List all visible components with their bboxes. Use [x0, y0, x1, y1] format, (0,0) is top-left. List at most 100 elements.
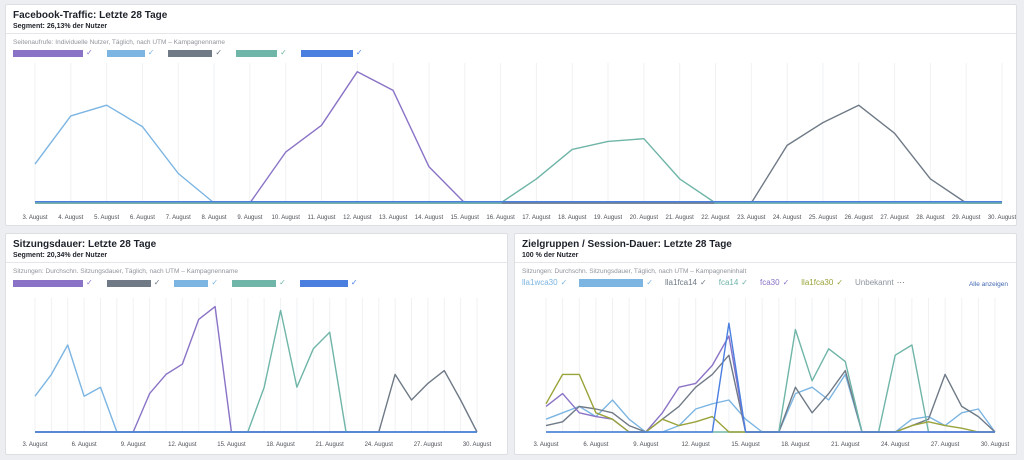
legend-item[interactable]: ✓: [579, 277, 653, 287]
x-tick-label: 18. August: [558, 215, 587, 221]
legend-swatch: [168, 49, 213, 57]
chart-grid: [34, 298, 478, 432]
panel-title: Facebook-Traffic: Letzte 28 Tage: [13, 10, 168, 21]
series-line: [35, 71, 1002, 204]
legend-item[interactable]: ✓: [13, 279, 93, 287]
series-line: [545, 335, 995, 433]
legend-item[interactable]: Unbekannt ···: [855, 278, 905, 287]
series-line: [35, 369, 478, 433]
x-tick-label: 14. August: [415, 215, 444, 221]
check-icon: ✓: [560, 277, 568, 287]
chart-subtitle: Sitzungen: Durchschn. Sitzungsdauer, Täg…: [522, 268, 747, 275]
x-tick-label: 13. August: [379, 215, 408, 221]
legend-item[interactable]: ✓: [106, 48, 155, 57]
x-tick-label: 11. August: [308, 215, 336, 221]
x-tick-label: 3. August: [533, 442, 558, 448]
legend-item[interactable]: ✓: [106, 279, 160, 287]
legend-swatch: [13, 279, 83, 287]
x-tick-label: 21. August: [315, 442, 344, 448]
check-icon: ✓: [215, 48, 223, 57]
series-line: [34, 344, 477, 433]
check-icon: ✓: [782, 277, 790, 287]
legend-item[interactable]: ✓: [174, 279, 218, 287]
legend-item[interactable]: ✓: [168, 49, 222, 57]
line-chart: 3. August 6. August 9. August 12. August 15.…: [22, 298, 492, 448]
check-icon: ✓: [350, 278, 358, 287]
x-tick-label: 12. August: [343, 215, 372, 221]
x-tick-label: 24. August: [881, 442, 910, 448]
x-tick-label: 15. August: [217, 442, 246, 448]
chart-subtitle: Sitzungen: Durchschn. Sitzungsdauer, Täg…: [13, 268, 238, 275]
x-tick-label: 6. August: [72, 442, 97, 448]
x-tick-label: 10. August: [272, 215, 301, 221]
chart-subtitle: Seitenaufrufe: Individuelle Nutzer, Tägl…: [13, 39, 225, 46]
x-tick-label: 24. August: [365, 442, 394, 448]
legend-item[interactable]: ✓: [236, 49, 287, 57]
series-line: [545, 373, 995, 433]
x-tick-label: 23. August: [737, 215, 766, 221]
legend-swatch: [300, 49, 353, 57]
legend-item[interactable]: ✓: [232, 279, 286, 287]
x-tick-label: 8. August: [202, 215, 227, 221]
check-icon: ✓: [646, 277, 653, 287]
chart-grid: [34, 63, 1003, 203]
x-tick-label: 22. August: [701, 215, 730, 221]
check-icon: ✓: [279, 278, 286, 287]
x-tick-label: 9. August: [121, 442, 146, 448]
x-tick-label: 5. August: [94, 215, 119, 221]
x-tick-label: 3. August: [22, 442, 47, 448]
legend-swatch: [174, 279, 209, 287]
legend-swatch: [106, 279, 151, 287]
x-tick-label: 9. August: [633, 442, 658, 448]
panel-title: Sitzungsdauer: Letzte 28 Tage: [13, 239, 157, 250]
panel-header: Zielgruppen / Session-Dauer: Letzte 28 T…: [515, 234, 1016, 263]
legend-swatch: [13, 49, 83, 57]
x-tick-label: 19. August: [594, 215, 623, 221]
legend-swatch: [106, 49, 145, 57]
legend-item[interactable]: ✓: [13, 49, 93, 57]
facebook-traffic-panel: Facebook-Traffic: Letzte 28 Tage Segment…: [5, 4, 1017, 226]
x-tick-label: 21. August: [831, 442, 860, 448]
legend-swatch: [579, 278, 644, 287]
legend-label: fca30: [760, 278, 780, 287]
legend-item[interactable]: fca30 ✓: [760, 278, 789, 287]
line-chart: 3. August 6. August 9. August 12. August 15.…: [533, 298, 1010, 448]
check-icon: ✓: [741, 277, 748, 287]
legend-item[interactable]: ✓: [300, 48, 363, 57]
segment-label: Segment: 26,13% der Nutzer: [13, 23, 108, 30]
check-icon: ✓: [147, 48, 155, 57]
x-tick-label: 7. August: [166, 215, 191, 221]
x-tick-label: 20. August: [630, 215, 659, 221]
series-line: [546, 322, 995, 433]
legend-label: lla1wca30: [522, 278, 558, 287]
legend-label: lla1fca14: [664, 278, 698, 287]
x-tick-label: 6. August: [130, 215, 155, 221]
check-icon: ✓: [211, 278, 219, 287]
x-tick-label: 6. August: [583, 442, 608, 448]
x-tick-label: 27. August: [931, 442, 960, 448]
check-icon: ✓: [355, 48, 363, 57]
legend-swatch: [236, 49, 278, 57]
panel-title: Zielgruppen / Session-Dauer: Letzte 28 T…: [522, 239, 732, 250]
chart-grid: [545, 298, 996, 432]
legend-item[interactable]: ✓: [299, 278, 358, 287]
x-tick-label: 30. August: [463, 442, 492, 448]
x-tick-label: 9. August: [237, 215, 262, 221]
legend-item[interactable]: fca14 ✓: [719, 278, 748, 287]
series-line: [34, 104, 1002, 204]
legend-item[interactable]: lla1fca14 ✓: [665, 278, 707, 287]
legend-label: fca14: [718, 278, 739, 287]
chart-legend: lla1wca30 ✓ ✓ lla1fca14 ✓ fca14 ✓ fca30 ✓ lla1fca…: [522, 278, 917, 287]
legend-swatch: [299, 279, 348, 287]
legend-label: lla1fca30: [801, 278, 834, 287]
x-tick-label: 21. August: [665, 215, 694, 221]
chart-legend: ✓ ✓ ✓ ✓ ✓: [13, 49, 377, 57]
panel-header: Facebook-Traffic: Letzte 28 Tage Segment…: [6, 5, 1016, 34]
more-icon: ···: [896, 277, 905, 287]
legend-item[interactable]: lla1wca30 ✓: [522, 278, 567, 287]
x-tick-label: 16. August: [486, 215, 515, 221]
check-icon: ✓: [280, 48, 287, 57]
legend-item[interactable]: lla1fca30 ✓: [801, 278, 843, 287]
check-icon: ✓: [86, 48, 93, 57]
show-all-link[interactable]: Alle anzeigen: [968, 281, 1008, 288]
